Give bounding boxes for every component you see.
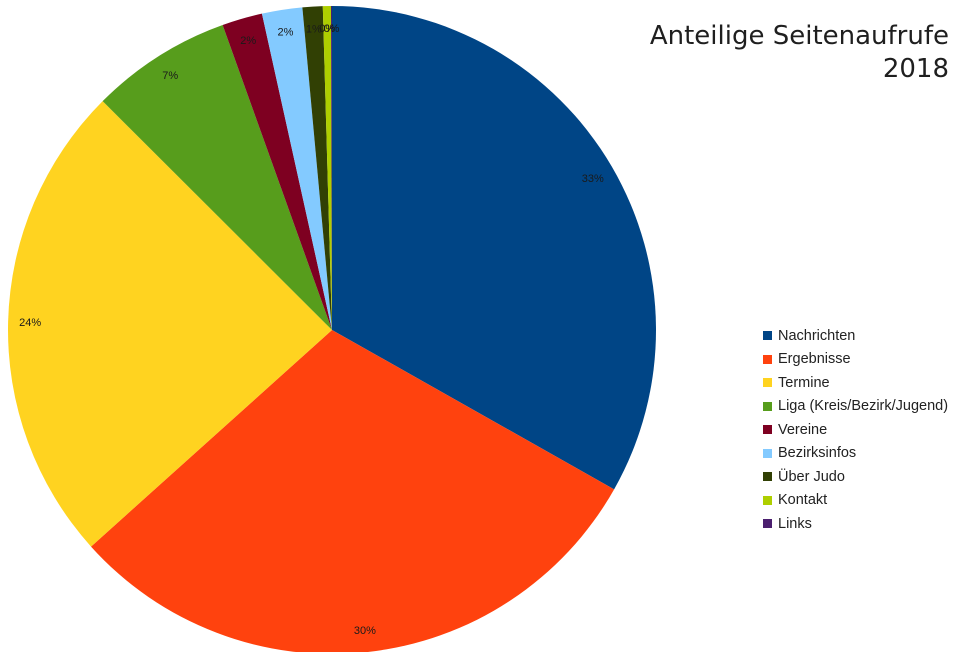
pie-slice [332, 6, 656, 490]
pie-data-label: 2% [240, 35, 256, 47]
legend-swatch [763, 401, 772, 411]
legend-label: Bezirksinfos [778, 445, 857, 462]
legend-label: Liga (Kreis/Bezirk/Jugend) [778, 398, 949, 415]
pie-slice [330, 6, 332, 330]
legend-swatch [763, 448, 772, 458]
pie-data-label: 24% [19, 317, 41, 329]
pie-data-label: 0% [324, 23, 340, 35]
legend-item: Liga (Kreis/Bezirk/Jugend) [763, 395, 948, 419]
legend-item: Links [763, 512, 948, 536]
legend-item: Vereine [763, 418, 948, 442]
legend-swatch [763, 519, 772, 529]
legend-swatch [763, 354, 772, 364]
pie-slices [7, 6, 656, 654]
pie-data-labels: 33% 30% 24% 7% 2% 2% 1%0%0% [19, 23, 604, 637]
legend-swatch [763, 331, 772, 341]
legend-label: Ergebnisse [778, 351, 851, 368]
pie-slice [91, 330, 615, 654]
pie-data-label: 7% [162, 70, 178, 82]
legend-swatch [763, 378, 772, 388]
pie-data-label: 0% [319, 23, 335, 35]
pie-slice [102, 25, 333, 331]
legend-item: Über Judo [763, 465, 948, 489]
chart-legend: Nachrichten Ergebnisse Termine Liga (Kreis/… [763, 324, 948, 536]
pie-data-label: 30% [354, 625, 376, 637]
pie-slice [302, 6, 332, 330]
legend-label: Vereine [778, 421, 828, 438]
pie-data-label: 1% [306, 24, 322, 36]
legend-label: Kontakt [778, 492, 828, 509]
legend-item: Termine [763, 371, 948, 395]
pie-data-label: 2% [277, 27, 293, 39]
legend-item: Ergebnisse [763, 348, 948, 372]
legend-label: Termine [778, 374, 830, 391]
legend-swatch [763, 425, 772, 435]
legend-label: Nachrichten [778, 327, 856, 344]
legend-item: Kontakt [763, 489, 948, 513]
pie-slice [322, 6, 332, 330]
legend-swatch [763, 495, 772, 505]
pie-slice [7, 101, 332, 547]
pie-slice [222, 13, 332, 330]
legend-item: Bezirksinfos [763, 442, 948, 466]
chart-title: Anteilige Seitenaufrufe 2018 [650, 20, 949, 86]
chart-title-line-1: Anteilige Seitenaufrufe [649, 21, 949, 51]
pie-data-label: 33% [582, 173, 604, 185]
legend-label: Über Judo [778, 468, 845, 485]
pie-slice [261, 7, 332, 331]
legend-item: Nachrichten [763, 324, 948, 348]
legend-swatch [763, 472, 772, 482]
legend-label: Links [778, 515, 812, 532]
chart-title-line-2: 2018 [882, 54, 949, 84]
